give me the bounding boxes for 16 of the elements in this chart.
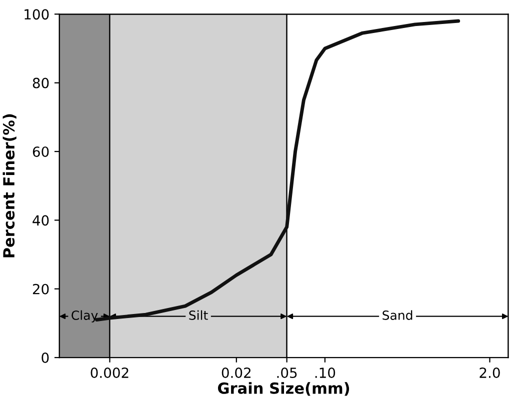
y-tick-label: 20 (32, 284, 49, 294)
y-tick-label: 0 (42, 352, 49, 364)
band-label: Clay (72, 310, 98, 322)
x-tick-label: .10 (315, 368, 336, 378)
x-tick-label: 0.02 (222, 368, 250, 378)
y-tick-label: 80 (32, 78, 49, 88)
x-tick-label: 2.0 (480, 368, 500, 378)
x-tick-label: 0.002 (90, 368, 128, 378)
x-axis-title: Grain Size(mm) (218, 382, 350, 396)
band-label: Silt (189, 310, 208, 320)
y-tick-label: 40 (32, 215, 49, 226)
band-label: Sand (382, 310, 412, 320)
y-tick-label: 100 (24, 9, 49, 20)
x-tick-label: .05 (277, 368, 297, 378)
y-tick-label: 60 (32, 146, 49, 157)
y-axis-title: Percent Finer(%) (2, 114, 16, 258)
